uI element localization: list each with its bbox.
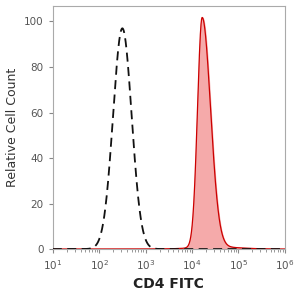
Y-axis label: Relative Cell Count: Relative Cell Count xyxy=(6,68,19,187)
X-axis label: CD4 FITC: CD4 FITC xyxy=(133,277,204,291)
